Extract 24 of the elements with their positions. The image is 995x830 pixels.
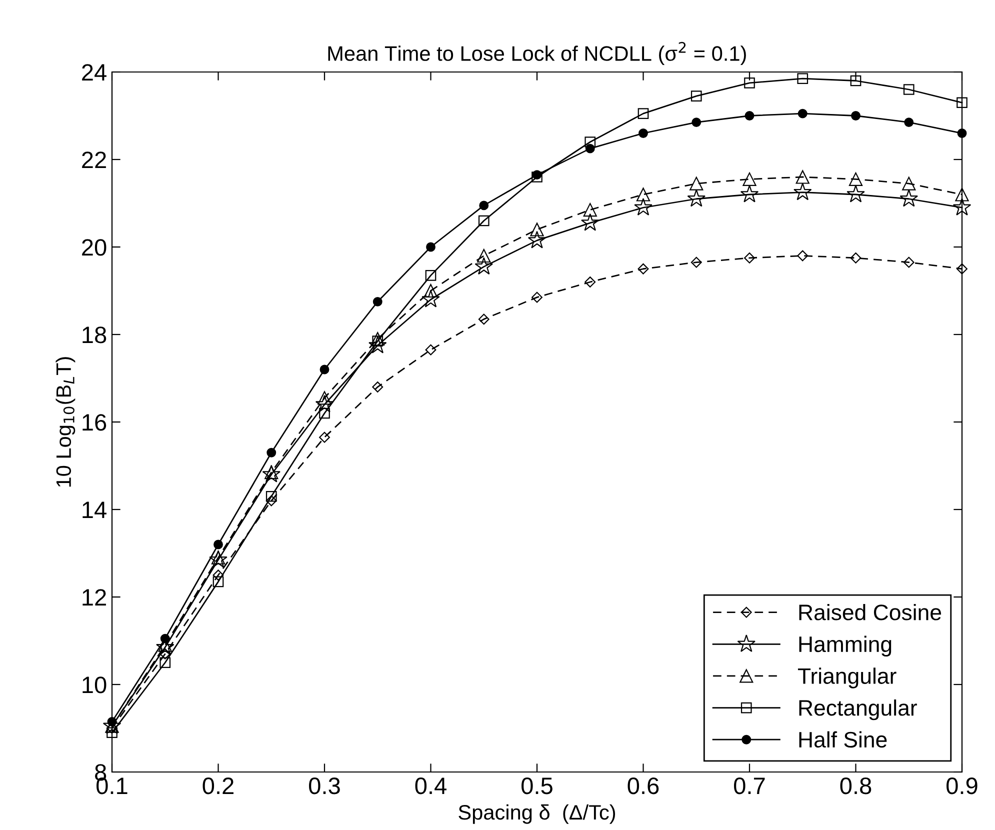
- legend-label: Hamming: [799, 636, 892, 657]
- x-tick-label: 0.4: [415, 777, 446, 794]
- x-tick-label: 0.2: [202, 777, 234, 794]
- legend-label: Rectangular: [799, 699, 917, 720]
- legend-label: Triangular: [798, 668, 896, 688]
- y-tick-label: 12: [82, 589, 106, 606]
- y-tick-label: 14: [82, 502, 106, 518]
- chart-title: Mean Time to Lose Lock of NCDLL (σ$^{2}$ = 0.1): [328, 42, 746, 66]
- y-tick-label: 22: [82, 152, 106, 168]
- x-tick-label: 0.6: [628, 777, 659, 794]
- y-tick-label: 20: [82, 239, 106, 256]
- y-tick-label: 24: [82, 64, 106, 81]
- legend-label: Half Sine: [799, 731, 887, 748]
- x-tick-label: 0.7: [734, 777, 765, 794]
- legend-label: Raised Cosine: [799, 604, 942, 620]
- x-tick-label: 0.8: [840, 777, 872, 794]
- y-tick-label: 16: [82, 414, 106, 431]
- x-tick-label: 0.5: [522, 777, 552, 794]
- x-tick-label: 0.3: [309, 777, 340, 794]
- x-axis-title: Spacing δ (Δ/Tc): [458, 804, 616, 824]
- x-tick-label: 0.9: [946, 777, 978, 794]
- y-tick-label: 18: [82, 326, 106, 344]
- y-axis-title: 10 Log$_{10}$(B$_{L}$T): [56, 357, 76, 487]
- y-tick-label: 10: [82, 676, 106, 694]
